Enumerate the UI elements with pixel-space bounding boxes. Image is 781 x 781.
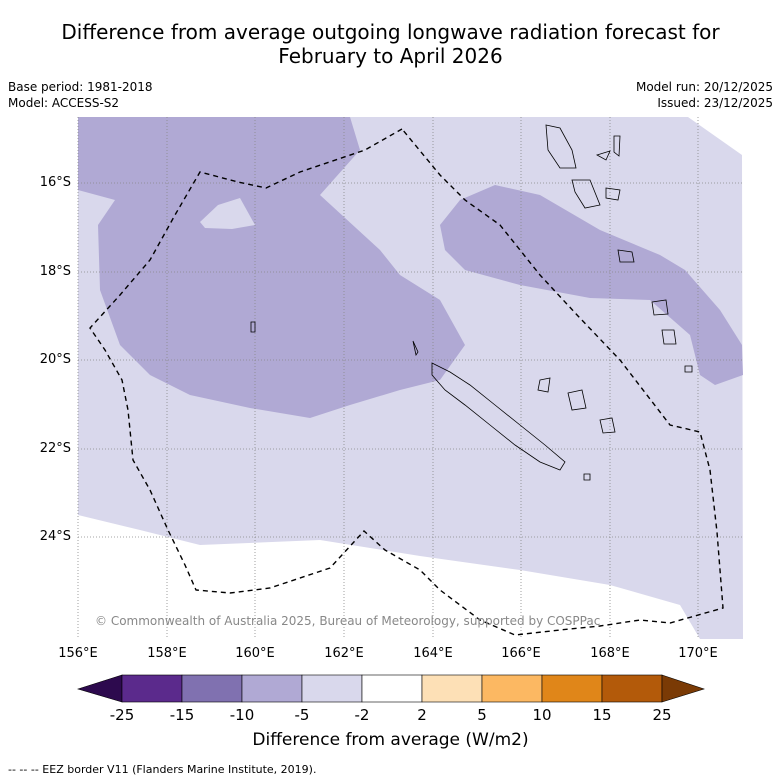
- colorbar-extend-high: [661, 674, 705, 703]
- colorbar-tick: 2: [417, 706, 427, 724]
- island-11: [250, 321, 256, 333]
- gridlines: [77, 117, 743, 639]
- colorbar-swatch: [241, 674, 303, 703]
- colorbar-swatch: [541, 674, 603, 703]
- model-name: Model: ACCESS-S2: [8, 96, 120, 110]
- lon-label: 170°E: [678, 646, 718, 661]
- lon-label: 160°E: [235, 646, 275, 661]
- vanuatu-island-2: [595, 150, 611, 161]
- colorbar-swatch: [181, 674, 243, 703]
- island-12: [412, 340, 419, 357]
- colorbar-extend-low: [76, 674, 123, 703]
- vanuatu-island-3: [613, 135, 621, 157]
- lon-label: 164°E: [413, 646, 453, 661]
- coastlines: [250, 124, 693, 481]
- anomaly-region-medium-west: [78, 117, 465, 418]
- loyalty-island-2: [567, 389, 587, 411]
- colorbar-tick: -2: [354, 706, 370, 724]
- lon-label: 166°E: [501, 646, 541, 661]
- colorbar: [76, 674, 705, 703]
- vanuatu-island-1: [545, 124, 577, 169]
- chart-title-line2: February to April 2026: [278, 44, 503, 68]
- copyright-notice: © Commonwealth of Australia 2025, Bureau…: [95, 614, 601, 628]
- island-7: [651, 299, 669, 316]
- issued-date: Issued: 23/12/2025: [657, 96, 773, 110]
- base-period: Base period: 1981-2018: [8, 80, 153, 94]
- lat-label: 20°S: [39, 352, 71, 367]
- vanuatu-island-4: [571, 179, 601, 209]
- colorbar-swatch: [421, 674, 483, 703]
- model-run: Model run: 20/12/2025: [635, 80, 773, 94]
- lat-label: 24°S: [39, 529, 71, 544]
- loyalty-island-1: [537, 377, 551, 393]
- colorbar-tick: 5: [477, 706, 487, 724]
- colorbar-tick: 10: [532, 706, 552, 724]
- chart-title-line1: Difference from average outgoing longwav…: [61, 20, 720, 44]
- colorbar-swatch: [121, 674, 183, 703]
- colorbar-swatch: [361, 674, 423, 703]
- lat-label: 18°S: [39, 264, 71, 279]
- new-caledonia-island: [431, 362, 566, 471]
- colorbar-tick: -25: [109, 706, 135, 724]
- lat-label: 16°S: [39, 175, 71, 190]
- colorbar-tick: -10: [229, 706, 255, 724]
- colorbar-tick: 25: [652, 706, 672, 724]
- colorbar-swatch: [301, 674, 363, 703]
- vanuatu-island-5: [605, 187, 621, 201]
- lat-label: 22°S: [39, 441, 71, 456]
- anomaly-region-medium-east: [440, 185, 743, 385]
- colorbar-tick: -15: [169, 706, 195, 724]
- island-9: [684, 365, 693, 373]
- loyalty-island-3: [599, 417, 616, 434]
- colorbar-swatch: [481, 674, 543, 703]
- anomaly-hole: [200, 198, 255, 229]
- island-10: [583, 473, 591, 481]
- eez-footnote: -- -- -- EEZ border V11 (Flanders Marine…: [8, 763, 317, 776]
- colorbar-title: Difference from average (W/m2): [252, 730, 529, 750]
- vanuatu-island-6: [617, 249, 635, 263]
- island-8: [661, 329, 677, 345]
- lon-label: 168°E: [590, 646, 630, 661]
- colorbar-swatch: [601, 674, 663, 703]
- lon-label: 156°E: [58, 646, 98, 661]
- lon-label: 158°E: [147, 646, 187, 661]
- colorbar-tick: 15: [592, 706, 612, 724]
- eez-border: [89, 128, 724, 636]
- lon-label: 162°E: [324, 646, 364, 661]
- colorbar-tick: -5: [294, 706, 310, 724]
